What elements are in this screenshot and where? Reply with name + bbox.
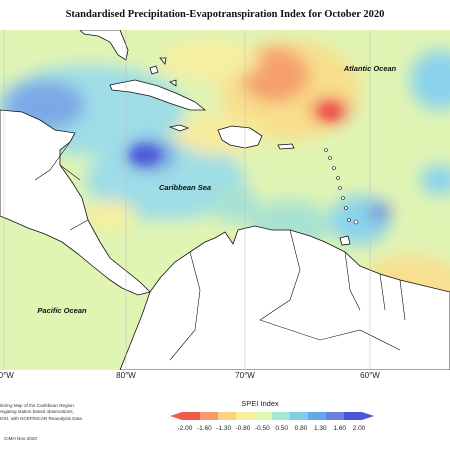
land-cuba <box>109 79 207 111</box>
legend-swatch <box>236 412 254 420</box>
longitude-axis: 90°W 80°W 70°W 60°W <box>0 371 450 385</box>
legend-swatch <box>308 412 326 420</box>
legend-value: 0.80 <box>294 425 308 432</box>
label-pacific-ocean: Pacific Ocean <box>37 306 87 315</box>
lon-tick-80w: 80°W <box>116 371 136 380</box>
legend-value: -0.50 <box>254 425 270 432</box>
legend-arrow-high <box>362 412 374 420</box>
country-borders <box>34 141 406 361</box>
legend-value: 1.60 <box>333 425 346 432</box>
spei-wet-core <box>130 145 160 165</box>
land-puerto-rico <box>277 143 295 150</box>
credits: itoring Map of the Caribbean Region. reg… <box>0 403 82 441</box>
land-jamaica <box>168 124 190 132</box>
spei-dry-core <box>320 105 340 119</box>
lon-tick-90w: 90°W <box>0 371 14 380</box>
graticule <box>3 30 371 370</box>
legend-value: -1.60 <box>196 425 212 432</box>
credit-line-3: IOH, with NCEP/NCAR Reanalysis Data <box>0 415 82 421</box>
legend-colorbar <box>170 412 374 420</box>
land-hispaniola <box>217 125 263 149</box>
label-atlantic-ocean: Atlantic Ocean <box>343 64 397 73</box>
legend-swatch <box>290 412 308 420</box>
legend-arrow-low <box>170 412 182 420</box>
spei-map: Atlantic Ocean Caribbean Sea Pacific Oce… <box>0 30 450 370</box>
land-trinidad <box>339 235 351 246</box>
credit-line-2: regating station based observations, <box>0 409 74 415</box>
legend-value: -0.80 <box>235 425 251 432</box>
lon-tick-70w: 70°W <box>235 371 255 380</box>
legend-swatch <box>254 412 272 420</box>
lesser-antilles <box>324 148 359 225</box>
lon-tick-60w: 60°W <box>360 371 380 380</box>
legend-swatch <box>326 412 344 420</box>
land-central-america <box>0 109 151 296</box>
legend-swatch <box>218 412 236 420</box>
credit-date: CIMH Nov-2020 <box>4 436 37 441</box>
legend-value: -2.00 <box>177 425 193 432</box>
land-florida <box>79 30 129 61</box>
map-title: Standardised Precipitation-Evapotranspir… <box>65 9 385 20</box>
legend-value: -1.30 <box>216 425 232 432</box>
legend-swatch <box>272 412 290 420</box>
label-caribbean-sea: Caribbean Sea <box>159 183 211 192</box>
legend-swatch <box>344 412 362 420</box>
legend-swatch <box>182 412 200 420</box>
legend-labels: -2.00 -1.60 -1.30 -0.80 -0.50 0.50 0.80 1.30 1.6… <box>0 425 450 435</box>
legend-title: SPEI Index <box>241 399 279 408</box>
legend-value: 2.00 <box>352 425 366 432</box>
legend-value: 1.30 <box>314 425 327 432</box>
credit-line-1: itoring Map of the Caribbean Region. <box>0 403 76 408</box>
legend-swatch <box>200 412 218 420</box>
legend-value: 0.50 <box>275 425 288 432</box>
